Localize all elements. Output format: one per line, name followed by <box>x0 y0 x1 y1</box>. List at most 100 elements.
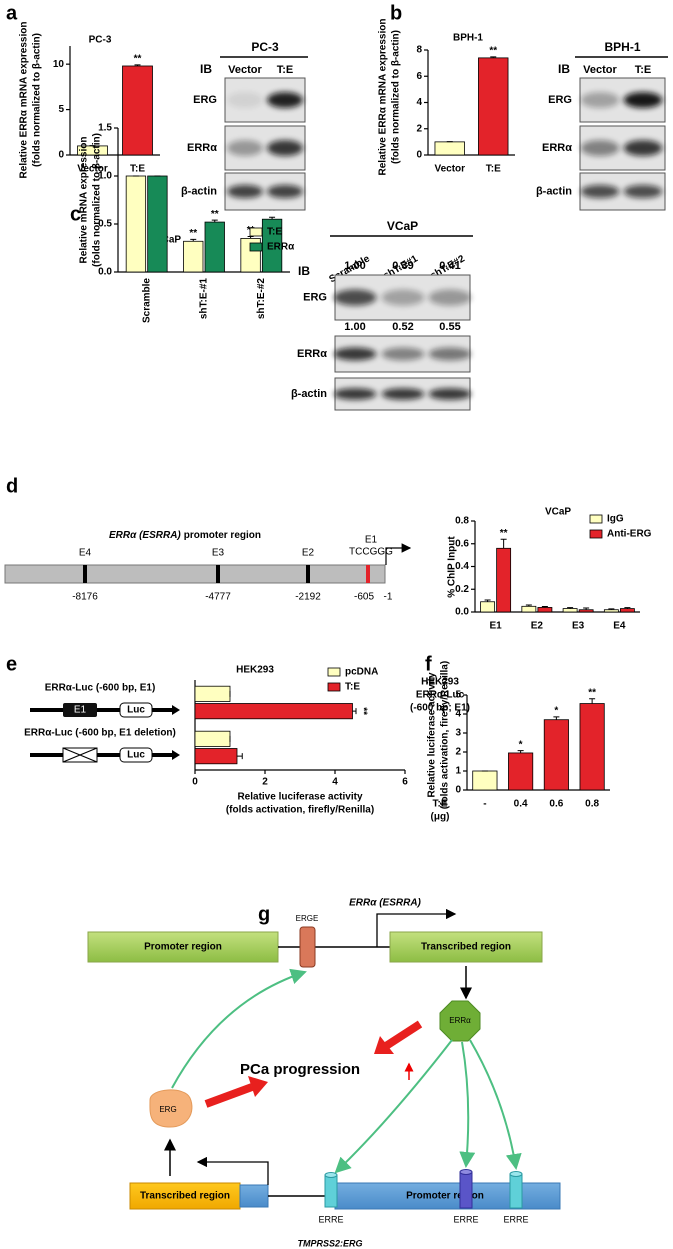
lane-label: T:E <box>277 64 294 76</box>
legend-swatch <box>249 227 263 237</box>
blot-title: VCaP <box>387 219 418 233</box>
y-tick-label: 5 <box>58 104 64 115</box>
position: -1 <box>384 592 393 603</box>
chart-title: ERRα-Luc <box>416 690 465 701</box>
chart-title: PC-3 <box>89 35 112 46</box>
box-label: Promoter region <box>406 1191 484 1202</box>
significance: ** <box>500 528 508 539</box>
chart-title: HEK293 <box>236 665 274 676</box>
band <box>227 92 263 108</box>
panel-label: e <box>6 653 17 675</box>
error-bar <box>608 608 615 610</box>
bar <box>508 752 534 791</box>
erre-top <box>459 1169 473 1175</box>
bar <box>543 719 569 791</box>
chart-title: VCaP <box>545 507 571 518</box>
x-tick-label: shT:E-#2 <box>256 278 267 320</box>
band <box>580 92 620 108</box>
promoter-label: promoter region <box>184 530 261 541</box>
y-tick-label: 1.0 <box>98 171 112 182</box>
band <box>267 184 303 199</box>
band <box>227 184 263 199</box>
legend-label: Anti-ERG <box>607 529 652 540</box>
band-quantity: 1.00 <box>344 260 365 272</box>
green-arrow <box>459 1041 476 1168</box>
error-bar <box>190 238 197 242</box>
construct-end <box>172 750 180 760</box>
x-row-label: (μg) <box>431 812 450 823</box>
x-tick-label: 2 <box>262 777 268 788</box>
panel-label: b <box>390 2 402 24</box>
bar <box>204 221 225 273</box>
box-label: Transcribed region <box>140 1191 230 1202</box>
y-tick-label: 0.2 <box>455 584 469 595</box>
y-axis-label: (folds activation, firefly/Renilla) <box>440 661 451 809</box>
x-tick-label: 6 <box>402 777 408 788</box>
bar <box>434 141 465 156</box>
y-tick-label: 0.5 <box>98 219 112 230</box>
erg-protein <box>149 1089 193 1128</box>
erge-label: ERGE <box>296 914 319 923</box>
green-arrow <box>469 1039 522 1170</box>
lane-label: T:E <box>635 64 652 76</box>
error-bar <box>500 538 507 549</box>
bar <box>183 240 204 273</box>
band <box>267 92 303 108</box>
bar <box>478 57 509 156</box>
bar <box>472 770 498 791</box>
legend-label: ERRα <box>267 242 295 253</box>
element-mark <box>306 565 310 583</box>
position: -605 <box>354 592 374 603</box>
red-arrow <box>383 1020 423 1050</box>
y-tick-label: 4 <box>416 97 422 108</box>
promoter-bar <box>4 564 386 584</box>
promoter-diagram: ERRα (ESRRA) promoter region E4 E3 E2 E1 … <box>4 530 412 603</box>
y-tick-label: 1.5 <box>98 123 112 134</box>
legend-swatch <box>327 667 341 677</box>
y-tick-label: 0 <box>416 150 422 161</box>
motif: TCCGGG <box>349 547 393 558</box>
legend-swatch <box>589 514 603 524</box>
significance: ** <box>268 206 276 217</box>
lane-label: Vector <box>583 64 617 76</box>
row-label: ERRα <box>297 348 327 360</box>
y-tick-label: 0 <box>58 150 64 161</box>
category-label: ERRα-Luc (-600 bp, E1) <box>45 683 156 694</box>
exon-box <box>239 1184 269 1208</box>
ib-label: IB <box>558 62 570 76</box>
element-mark <box>216 565 220 583</box>
band <box>267 140 303 156</box>
legend-label: T:E <box>267 227 282 238</box>
erre-label: ERRE <box>503 1214 528 1224</box>
significance: ** <box>211 209 219 220</box>
error-bar <box>211 219 218 223</box>
row-label: ERRα <box>542 142 572 154</box>
element-label: E2 <box>302 548 315 559</box>
chart-title: (-600 bp; E1) <box>410 703 470 714</box>
erre-top <box>324 1172 338 1178</box>
bar <box>147 175 168 273</box>
row-label: ERG <box>548 94 572 106</box>
significance: ** <box>357 707 368 715</box>
y-axis-label: (folds normalized to β-actin) <box>32 33 43 167</box>
green-arrow <box>334 1039 453 1174</box>
y-tick-label: 2 <box>416 123 422 134</box>
position: -4777 <box>205 592 231 603</box>
bar <box>496 547 512 613</box>
legend-swatch <box>589 529 603 539</box>
error-bar <box>134 64 141 66</box>
row-label: ERG <box>303 291 327 303</box>
lane-label: Vector <box>228 64 262 76</box>
erre-element <box>509 1173 523 1209</box>
x-tick-label: 0.4 <box>514 799 528 810</box>
band <box>428 289 472 306</box>
y-axis-label: % ChIP Input <box>447 536 458 598</box>
promoter-box <box>87 931 279 963</box>
tss-arrow <box>196 1156 269 1185</box>
error-bar <box>589 698 596 704</box>
bar <box>537 607 553 613</box>
error-bar <box>517 750 524 753</box>
error-bar <box>624 607 631 609</box>
legend-swatch <box>327 682 341 692</box>
element-label: E1 <box>365 535 378 546</box>
